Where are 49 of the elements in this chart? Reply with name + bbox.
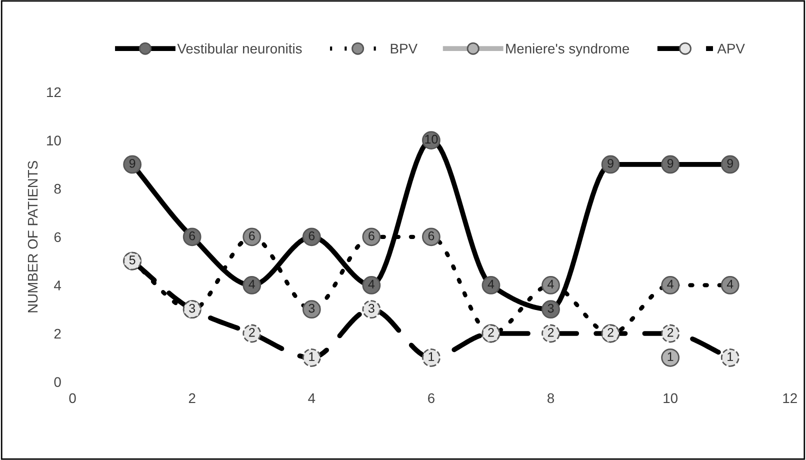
data-label: 2 [548, 328, 554, 337]
data-label: 3 [308, 304, 315, 313]
legend-label: APV [717, 44, 745, 54]
x-tick-label: 0 [69, 393, 76, 404]
data-label: 1 [428, 352, 434, 361]
y-tick-label: 2 [54, 328, 61, 339]
y-tick-label: 10 [47, 136, 61, 146]
data-label: 6 [368, 231, 374, 240]
data-label: 9 [608, 158, 614, 168]
x-tick-label: 2 [188, 393, 196, 403]
data-label: 10 [425, 134, 438, 144]
x-tick-label: 8 [548, 393, 554, 404]
x-tick-label: 4 [308, 393, 316, 403]
data-label: 6 [428, 231, 434, 240]
x-tick-label: 10 [664, 393, 678, 404]
y-tick-label: 4 [54, 280, 62, 290]
data-label: 4 [548, 280, 554, 288]
x-tick-label: 6 [428, 393, 434, 404]
x-tick-label: 12 [783, 393, 797, 403]
y-axis-title: NUMBER OF PATIENTS [28, 161, 38, 312]
y-tick-label: 8 [54, 184, 61, 194]
data-label: 2 [249, 328, 255, 337]
data-label: 4 [667, 280, 674, 288]
data-label: 2 [608, 328, 614, 337]
data-label: 6 [249, 231, 255, 240]
data-label: 4 [248, 280, 255, 288]
data-label: 4 [726, 280, 734, 288]
data-label: 3 [368, 304, 374, 313]
data-label: 6 [189, 231, 196, 240]
legend-label: BPV [390, 44, 418, 54]
data-label: 9 [129, 158, 136, 168]
data-label: 3 [189, 304, 196, 313]
data-label: 1 [309, 352, 315, 361]
y-tick-label: 12 [47, 87, 61, 98]
data-label: 6 [308, 231, 315, 240]
data-label: 1 [668, 352, 674, 361]
data-label: 1 [728, 352, 733, 361]
data-label: 2 [667, 328, 674, 337]
data-label: 9 [727, 158, 733, 168]
data-label: 5 [129, 256, 136, 264]
y-tick-label: 6 [54, 232, 61, 242]
data-label: 3 [548, 304, 554, 313]
legend-label: Vestibular neuronitis [177, 43, 302, 54]
legend-label: Meniere's syndrome [506, 43, 630, 56]
data-label: 4 [488, 280, 494, 288]
y-tick-label: 0 [54, 377, 61, 387]
data-label: 2 [488, 328, 494, 337]
data-label: 4 [368, 280, 375, 288]
data-label: 9 [667, 158, 674, 168]
